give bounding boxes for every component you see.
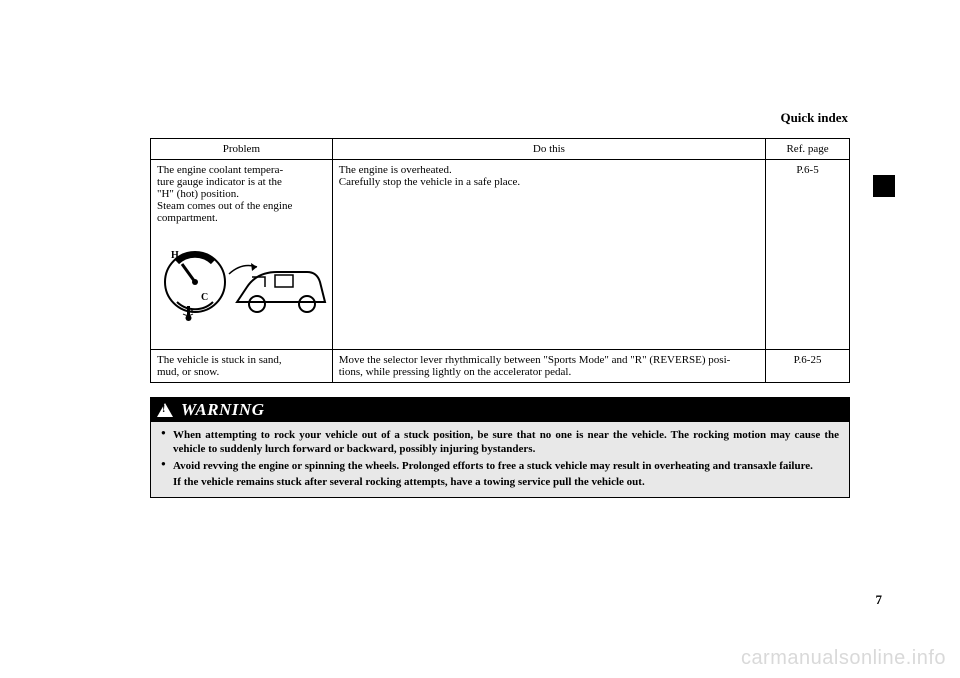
problem-line: "H" (hot) position. <box>157 188 326 200</box>
watermark: carmanualsonline.info <box>741 647 946 670</box>
troubleshoot-table: Problem Do this Ref. page The engine coo… <box>150 138 850 383</box>
warning-triangle-icon <box>157 403 173 417</box>
problem-line: mud, or snow. <box>157 366 326 378</box>
header-problem: Problem <box>151 139 333 160</box>
ref-cell: P.6-5 <box>766 160 850 350</box>
page: Quick index Problem Do this Ref. page Th… <box>0 0 960 678</box>
gauge-c-label: C <box>201 292 208 303</box>
warning-subline: If the vehicle remains stuck after sever… <box>161 475 839 489</box>
do-this-line: Carefully stop the vehicle in a safe pla… <box>339 176 759 188</box>
ref-cell: P.6-25 <box>766 350 850 383</box>
do-this-line: tions, while pressing lightly on the acc… <box>339 366 759 378</box>
problem-line: Steam comes out of the engine <box>157 200 326 212</box>
table-header-row: Problem Do this Ref. page <box>151 139 850 160</box>
section-title: Quick index <box>150 110 850 126</box>
problem-cell: The vehicle is stuck in sand, mud, or sn… <box>151 350 333 383</box>
content-area: Quick index Problem Do this Ref. page Th… <box>150 110 850 498</box>
gauge-svg: H C <box>157 232 327 332</box>
do-this-line: The engine is overheated. <box>339 164 759 176</box>
do-this-line: Move the selector lever rhythmically bet… <box>339 354 759 366</box>
warning-body: When attempting to rock your vehicle out… <box>151 422 849 497</box>
problem-line: The engine coolant tempera- <box>157 164 326 176</box>
problem-line: ture gauge indicator is at the <box>157 176 326 188</box>
page-number: 7 <box>876 592 883 608</box>
warning-item: Avoid revving the engine or spinning the… <box>161 459 839 473</box>
section-tab <box>873 175 895 197</box>
gauge-h-label: H <box>171 250 179 261</box>
warning-item: When attempting to rock your vehicle out… <box>161 428 839 457</box>
table-row: The engine coolant tempera- ture gauge i… <box>151 160 850 350</box>
gauge-illustration: H C <box>157 232 326 332</box>
warning-header: WARNING <box>151 398 849 422</box>
problem-cell: The engine coolant tempera- ture gauge i… <box>151 160 333 350</box>
problem-line: The vehicle is stuck in sand, <box>157 354 326 366</box>
warning-box: WARNING When attempting to rock your veh… <box>150 397 850 498</box>
header-ref: Ref. page <box>766 139 850 160</box>
do-this-cell: Move the selector lever rhythmically bet… <box>332 350 765 383</box>
problem-line: compartment. <box>157 212 326 224</box>
header-do-this: Do this <box>332 139 765 160</box>
do-this-cell: The engine is overheated. Carefully stop… <box>332 160 765 350</box>
table-row: The vehicle is stuck in sand, mud, or sn… <box>151 350 850 383</box>
warning-title: WARNING <box>181 400 264 420</box>
